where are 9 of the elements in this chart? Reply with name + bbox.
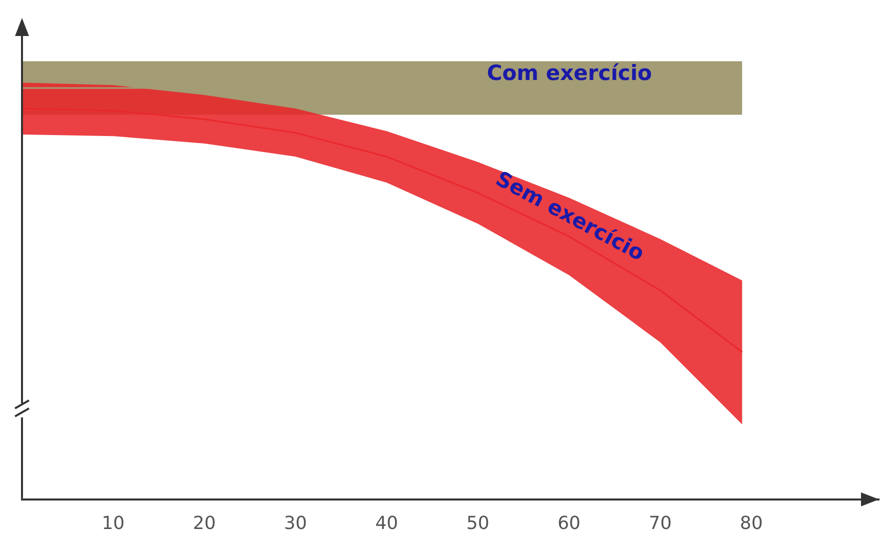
x-tick-label: 50	[466, 512, 490, 534]
x-tick-label: 60	[558, 512, 580, 534]
x-tick-label: 10	[102, 512, 125, 534]
series-label: Com exercício	[486, 61, 652, 86]
x-tick-label: 30	[284, 512, 307, 534]
x-tick-label: 20	[192, 512, 216, 534]
x-tick-label: 40	[375, 512, 398, 534]
x-tick-label: 70	[648, 512, 672, 534]
x-tick-label: 80	[740, 512, 763, 534]
